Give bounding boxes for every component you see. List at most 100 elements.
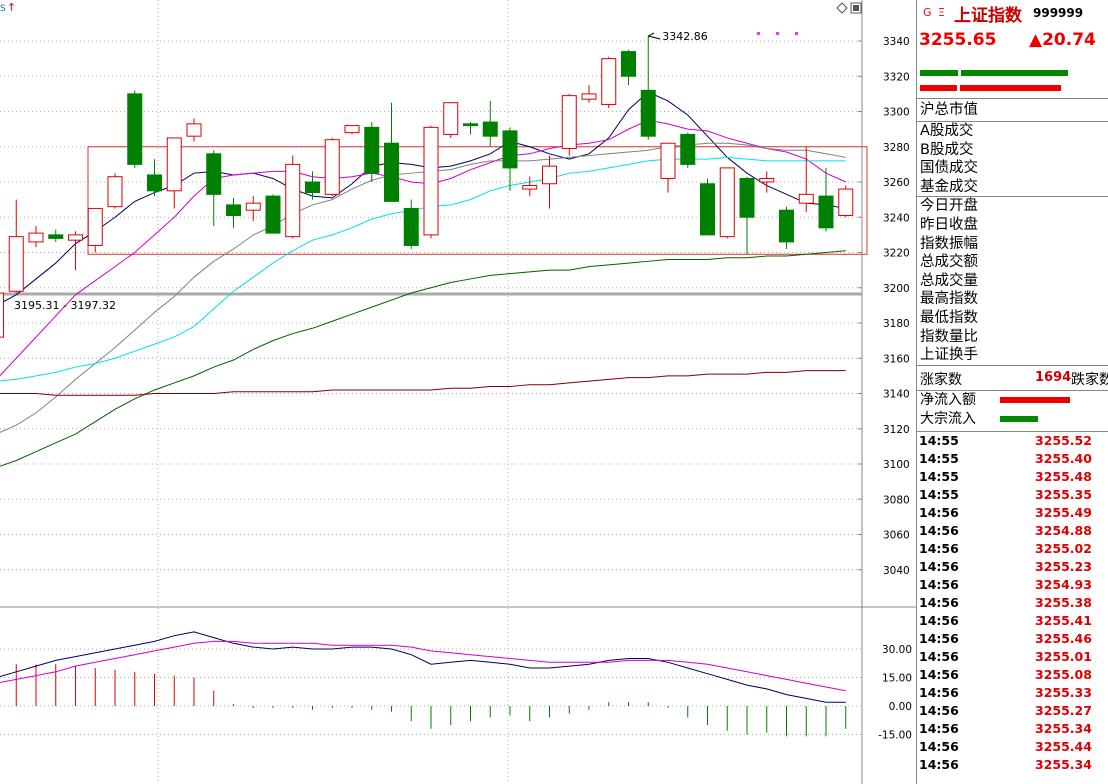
diamond-icon[interactable] [836, 2, 848, 14]
stat-label-8: 上证换手 [920, 347, 978, 364]
y-tick-label: 3080 [883, 494, 910, 506]
candle-body [166, 137, 182, 192]
candle-body [601, 58, 617, 105]
candle [147, 159, 162, 197]
tick-price: 3255.49 [1035, 504, 1092, 520]
y-tick-label: 3200 [883, 283, 910, 295]
candle-body [838, 188, 854, 216]
tick-row[interactable]: 14:55 3255.35 [917, 486, 1108, 504]
candle-body [226, 204, 241, 216]
dots-icon[interactable] [757, 32, 798, 35]
tick-price: 3254.88 [1035, 522, 1092, 538]
quote-panel: G Ξ 上证指数 999999 3255.65 ▲20.74 沪总市值 A股成交… [916, 0, 1108, 784]
tick-row[interactable]: 14:56 3255.34 [917, 720, 1108, 738]
macd-indicator [0, 631, 847, 737]
y-tick-label: 3100 [883, 459, 910, 471]
candle-body [739, 177, 755, 218]
net-inflow-row: 净流入额 [917, 391, 1108, 410]
candle [107, 173, 123, 209]
candle [700, 178, 715, 236]
tick-time: 14:56 [919, 576, 959, 592]
advance-value: 1694 [1035, 369, 1072, 385]
tick-row[interactable]: 14:56 3255.38 [917, 594, 1108, 612]
candle-body [561, 95, 577, 150]
candle-body [147, 174, 162, 192]
candle [443, 102, 459, 138]
net-inflow-bar [1000, 396, 1070, 403]
y-tick-label: 3300 [883, 107, 910, 119]
candle-body [28, 232, 44, 243]
candle [739, 176, 755, 255]
stat-label-6: 最低指数 [920, 309, 978, 326]
tick-row[interactable]: 14:56 3255.49 [917, 504, 1108, 522]
block-inflow-bar [1000, 415, 1038, 422]
scroll-box-icon[interactable] [850, 2, 862, 14]
candle [166, 137, 182, 209]
tick-row[interactable]: 14:56 3254.93 [917, 576, 1108, 594]
top-controls: S ↑ [0, 1, 862, 35]
tick-row[interactable]: 14:55 3255.40 [917, 450, 1108, 468]
market-labels: 沪总市值 A股成交 B股成交 国债成交 基金成交 今日开盘 昨日收盘 指数振幅 总成交额 总成… [917, 99, 1108, 365]
y-tick-label: 3220 [883, 248, 910, 260]
tick-row[interactable]: 14:56 3255.27 [917, 702, 1108, 720]
candle-body [186, 123, 202, 137]
candle [226, 197, 241, 228]
tick-row[interactable]: 14:56 3255.34 [917, 756, 1108, 774]
candle-body [621, 51, 636, 77]
g-tag[interactable]: G [923, 6, 932, 19]
macd-tick-label: -15.00 [878, 730, 912, 742]
tick-price: 3255.38 [1035, 594, 1092, 610]
candle [0, 292, 4, 338]
tick-time: 14:56 [919, 630, 959, 646]
candle [601, 56, 617, 108]
tick-price: 3255.34 [1035, 756, 1092, 772]
red-bar-1 [920, 85, 957, 91]
tick-row[interactable]: 14:56 3255.23 [917, 558, 1108, 576]
e-tag[interactable]: Ξ [938, 6, 945, 19]
tick-row[interactable]: 14:55 3255.52 [917, 432, 1108, 450]
tick-row[interactable]: 14:56 3255.46 [917, 630, 1108, 648]
candle-body [779, 209, 794, 243]
y-tick-label: 3040 [883, 565, 910, 577]
candle-body [482, 121, 498, 137]
tick-row[interactable]: 14:56 3255.41 [917, 612, 1108, 630]
candle-body [8, 236, 24, 292]
candle [403, 199, 419, 249]
candle [245, 196, 261, 221]
candle [186, 118, 202, 142]
trade-label-1: B股成交 [920, 141, 974, 158]
tick-row[interactable]: 14:55 3255.48 [917, 468, 1108, 486]
trade-label-3: 基金成交 [920, 178, 978, 195]
candle-body [443, 102, 459, 135]
block-inflow-label: 大宗流入 [920, 410, 976, 427]
tick-row[interactable]: 14:56 3255.44 [917, 738, 1108, 756]
tick-row[interactable]: 14:56 3255.01 [917, 648, 1108, 666]
stat-label-3: 总成交额 [920, 254, 978, 271]
tick-time: 14:56 [919, 612, 959, 628]
candle-body [640, 89, 656, 137]
tick-time: 14:55 [919, 486, 959, 502]
tick-row[interactable]: 14:56 3255.08 [917, 666, 1108, 684]
candle-body [423, 126, 439, 236]
candle [759, 171, 775, 193]
stat-label-1: 昨日收盘 [920, 216, 978, 233]
candle [561, 93, 577, 156]
price-change: ▲20.74 [1029, 30, 1096, 50]
ma20-line [0, 142, 846, 434]
tick-list[interactable]: 14:55 3255.52 14:55 3255.40 14:55 3255.48 14:5… [917, 432, 1108, 774]
tick-row[interactable]: 14:56 3255.33 [917, 684, 1108, 702]
candlestick-chart[interactable]: 3340 3320 3300 3280 3260 3240 3220 3200 3180 3160… [0, 0, 916, 784]
up-arrow-icon: ↑ [7, 1, 16, 14]
ma30-line [0, 156, 846, 382]
tick-row[interactable]: 14:56 3255.02 [917, 540, 1108, 558]
candle [779, 206, 794, 249]
range-box [87, 146, 868, 255]
tick-time: 14:56 [919, 720, 959, 736]
candle [344, 125, 360, 135]
stat-label-7: 指数量比 [920, 328, 978, 345]
dif-line [0, 631, 846, 703]
tick-price: 3255.08 [1035, 666, 1092, 682]
tick-row[interactable]: 14:56 3254.88 [917, 522, 1108, 540]
s-marker: S [0, 4, 6, 14]
tick-price: 3255.23 [1035, 558, 1092, 574]
